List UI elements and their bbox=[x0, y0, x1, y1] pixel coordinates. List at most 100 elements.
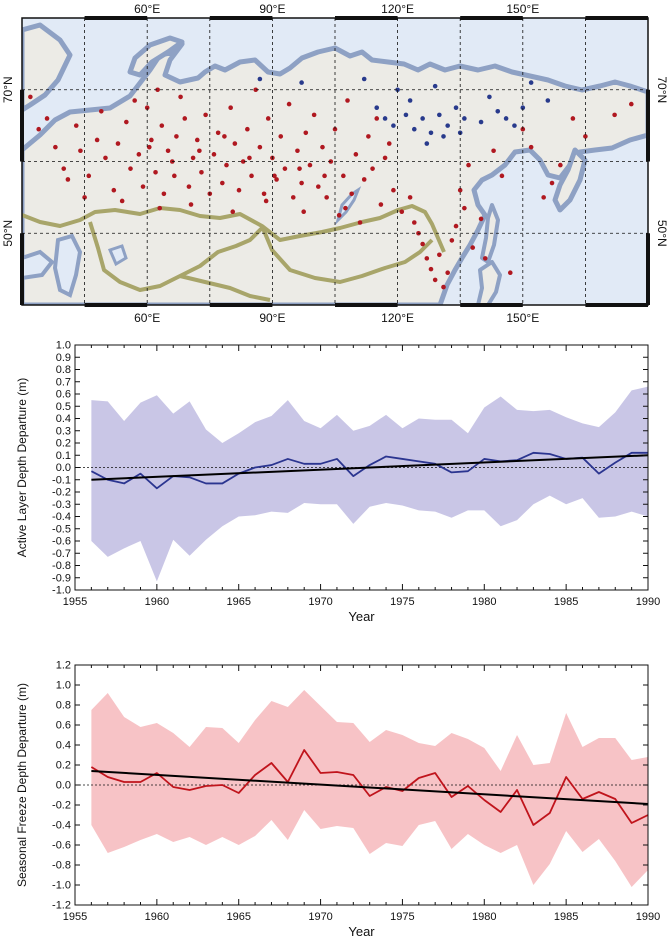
red-station-dot bbox=[132, 98, 137, 103]
red-station-dot bbox=[182, 116, 188, 121]
frame-bar-left bbox=[20, 89, 24, 162]
red-station-dot bbox=[153, 169, 158, 175]
blue-station-dot bbox=[411, 126, 417, 132]
blue-station-dot bbox=[382, 116, 388, 121]
y-tick-label: -0.7 bbox=[52, 548, 71, 560]
red-station-dot bbox=[286, 101, 292, 107]
scandinavia-land bbox=[22, 22, 73, 113]
lat-tick-label-right: 70°N bbox=[655, 76, 668, 103]
red-station-dot bbox=[491, 148, 496, 154]
red-station-dot bbox=[301, 209, 307, 215]
red-station-dot bbox=[320, 144, 325, 150]
red-station-dot bbox=[263, 198, 269, 204]
red-station-dot bbox=[228, 105, 233, 110]
trend-line bbox=[91, 770, 649, 805]
red-station-dot bbox=[220, 180, 225, 186]
frame-bar-bottom bbox=[585, 303, 648, 307]
x-tick-label: 1975 bbox=[390, 596, 414, 608]
red-station-dot bbox=[541, 195, 546, 200]
red-station-dot bbox=[343, 205, 348, 211]
red-station-dot bbox=[172, 173, 177, 179]
red-station-dot bbox=[197, 148, 202, 154]
frame-bar-top bbox=[585, 16, 648, 20]
y-tick-label: 0.2 bbox=[56, 760, 71, 772]
lon-tick-label-bottom: 150°E bbox=[506, 311, 539, 325]
trend-line bbox=[91, 454, 649, 481]
y-tick-label: 0.6 bbox=[56, 720, 71, 732]
red-station-dot bbox=[378, 202, 384, 207]
red-station-dot bbox=[194, 137, 200, 143]
red-station-dot bbox=[353, 152, 359, 157]
red-station-dot bbox=[274, 177, 279, 182]
red-station-dot bbox=[391, 187, 396, 193]
y-axis-label: Seasonal Freeze Depth Departure (m) bbox=[15, 683, 29, 887]
blue-station-dot bbox=[520, 105, 526, 110]
blue-station-dot bbox=[374, 105, 380, 110]
seasonal-freeze-panel: -1.2 -1.0 -0.8 -0.6 -0.4 -0.2 0.0 0.2 0.4 0.6 0.8 1… bbox=[15, 660, 660, 940]
red-station-dot bbox=[507, 270, 513, 276]
red-station-dot bbox=[332, 126, 338, 132]
red-station-dot bbox=[165, 148, 171, 154]
y-tick-label: -0.6 bbox=[52, 840, 71, 852]
blue-station-dot bbox=[445, 123, 450, 128]
frame-bar-bottom bbox=[84, 303, 148, 307]
red-station-dot bbox=[119, 198, 125, 204]
red-station-dot bbox=[370, 166, 375, 171]
red-station-dot bbox=[222, 134, 227, 139]
blue-station-dot bbox=[503, 116, 509, 121]
red-station-dot bbox=[232, 141, 238, 146]
red-station-dot bbox=[322, 173, 327, 179]
blue-station-dot bbox=[437, 112, 442, 118]
red-station-dot bbox=[203, 112, 208, 118]
red-station-dot bbox=[336, 213, 342, 218]
red-station-dot bbox=[211, 152, 217, 157]
red-station-dot bbox=[94, 137, 100, 143]
y-tick-label: -1.0 bbox=[52, 880, 71, 892]
map-frame-ticks bbox=[20, 16, 650, 307]
frame-bar-left bbox=[20, 233, 24, 305]
red-station-dot bbox=[61, 166, 67, 171]
lon-tick-label-bottom: 60°E bbox=[134, 311, 160, 325]
blue-station-dot bbox=[257, 76, 263, 82]
red-station-dot bbox=[188, 202, 194, 207]
red-station-dot bbox=[136, 152, 142, 157]
red-station-dot bbox=[295, 148, 300, 154]
blue-station-dot bbox=[391, 123, 396, 128]
y-tick-label: -0.4 bbox=[52, 511, 71, 523]
y-tick-label: 1.0 bbox=[56, 340, 71, 352]
red-station-dot bbox=[297, 166, 302, 171]
red-station-dot bbox=[420, 241, 425, 247]
frame-bar-bottom bbox=[209, 303, 273, 307]
blue-station-dot bbox=[441, 134, 446, 139]
blue-station-dot bbox=[462, 116, 467, 121]
red-station-dot bbox=[249, 173, 254, 179]
x-tick-label: 1980 bbox=[472, 596, 496, 608]
frame-bar-top bbox=[335, 16, 398, 20]
y-tick-label: 0.7 bbox=[56, 376, 71, 388]
red-station-dot bbox=[159, 123, 165, 128]
y-tick-label: 0.4 bbox=[56, 740, 71, 752]
red-station-dot bbox=[520, 126, 526, 132]
red-station-dot bbox=[78, 148, 83, 154]
lon-tick-label-bottom: 90°E bbox=[259, 311, 285, 325]
x-tick-label: 1955 bbox=[63, 911, 87, 923]
red-station-dot bbox=[98, 108, 104, 114]
blue-station-dot bbox=[432, 83, 438, 89]
y-tick-label: 0.6 bbox=[56, 389, 71, 401]
uncertainty-band bbox=[91, 386, 648, 582]
red-station-dot bbox=[583, 134, 588, 139]
y-tick-label: 0.4 bbox=[56, 413, 71, 425]
red-station-dot bbox=[36, 126, 41, 132]
map-axis-labels: 60°E 90°E 120°E 150°E 60°E 90°E 120°E 150°E 70°N… bbox=[1, 2, 668, 325]
red-station-dot bbox=[115, 141, 121, 146]
red-station-dot bbox=[428, 266, 434, 272]
red-station-dot bbox=[190, 155, 196, 161]
red-station-dot bbox=[407, 195, 413, 200]
y-tick-label: -0.9 bbox=[52, 572, 71, 584]
blue-station-dot bbox=[299, 80, 304, 85]
y-tick-label: -1.2 bbox=[52, 900, 71, 912]
lat-tick-label-left: 50°N bbox=[1, 220, 15, 247]
aral-sea bbox=[107, 244, 128, 267]
red-station-dot bbox=[144, 105, 150, 110]
red-station-dot bbox=[382, 155, 388, 161]
